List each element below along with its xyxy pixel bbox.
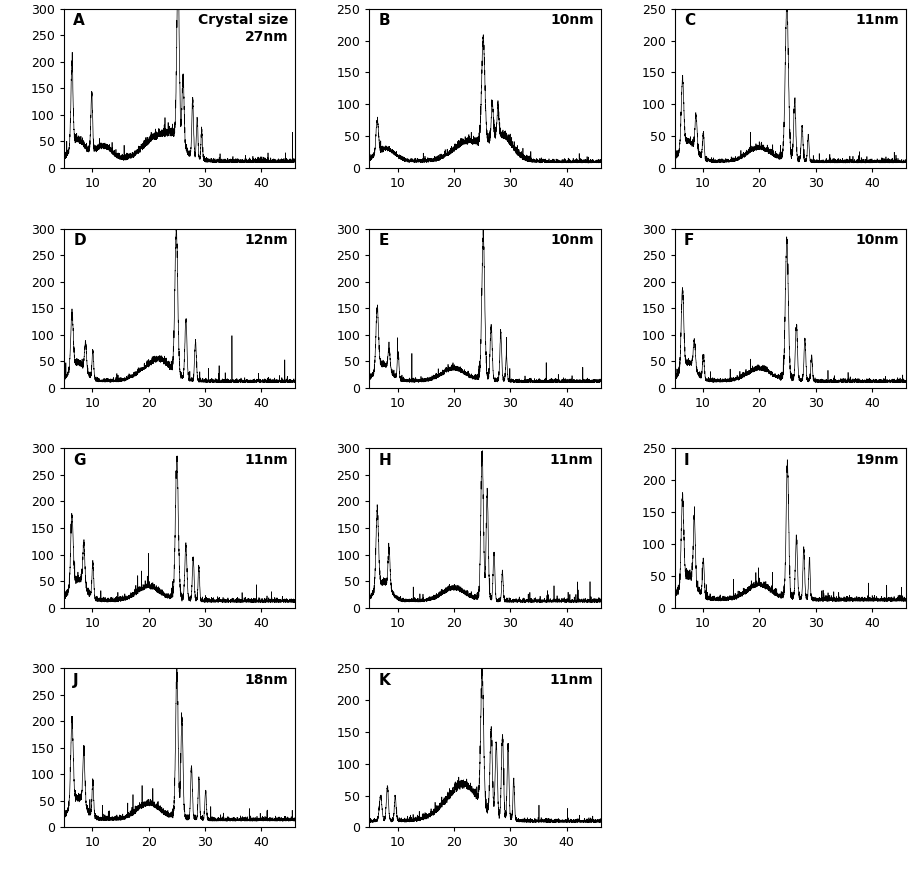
Text: F: F	[684, 233, 694, 248]
Text: 19nm: 19nm	[856, 453, 899, 467]
Text: 11nm: 11nm	[550, 673, 594, 687]
Text: 11nm: 11nm	[856, 13, 899, 28]
Text: K: K	[379, 673, 391, 688]
Text: E: E	[379, 233, 389, 248]
Text: 11nm: 11nm	[244, 453, 288, 467]
Text: C: C	[684, 13, 695, 29]
Text: J: J	[73, 673, 79, 688]
Text: 10nm: 10nm	[550, 233, 594, 247]
Text: 11nm: 11nm	[550, 453, 594, 467]
Text: 10nm: 10nm	[550, 13, 594, 28]
Text: 10nm: 10nm	[856, 233, 899, 247]
Text: H: H	[379, 453, 392, 468]
Text: 12nm: 12nm	[244, 233, 288, 247]
Text: A: A	[73, 13, 85, 29]
Text: Crystal size
27nm: Crystal size 27nm	[198, 13, 288, 44]
Text: I: I	[684, 453, 690, 468]
Text: D: D	[73, 233, 86, 248]
Text: B: B	[379, 13, 390, 29]
Text: 18nm: 18nm	[244, 673, 288, 687]
Text: G: G	[73, 453, 86, 468]
